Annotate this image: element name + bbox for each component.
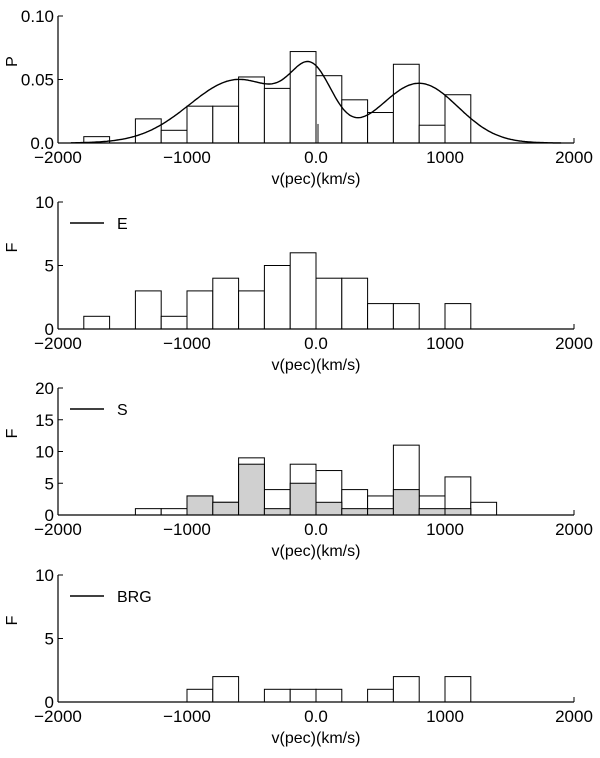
y-tick-label: 0 xyxy=(45,320,54,339)
histogram-bar xyxy=(238,290,265,330)
x-tick-label: −2000 xyxy=(34,520,82,539)
x-tick-label: 2000 xyxy=(555,707,593,726)
histogram-bar-subset xyxy=(289,482,317,516)
y-tick-label: 0.10 xyxy=(21,7,54,26)
histogram-bar xyxy=(392,676,420,703)
histogram-bar xyxy=(160,129,188,144)
x-axis-label: v(pec)(km/s) xyxy=(272,543,361,560)
y-tick-label: 10 xyxy=(35,193,54,212)
histogram-bar xyxy=(160,315,188,330)
y-tick-label: 20 xyxy=(35,379,54,398)
histogram-bar xyxy=(186,688,214,703)
histogram-bar xyxy=(263,87,291,144)
y-tick-label: 0.05 xyxy=(21,71,54,90)
histogram-bar xyxy=(186,105,214,144)
x-tick-label: 2000 xyxy=(555,334,593,353)
x-tick-label: 1000 xyxy=(426,520,464,539)
histogram-bar xyxy=(444,94,472,144)
histogram-bar-subset xyxy=(212,501,240,516)
histogram-bar xyxy=(315,688,343,703)
histogram-bar-subset xyxy=(444,508,472,516)
histogram-bar-subset xyxy=(392,489,420,516)
panel-4: −2000 −1000 0.0 1000 2000 0 5 10 v(pec)(km/s) F BR… xyxy=(4,566,593,747)
histogram-bar xyxy=(444,303,472,330)
y-tick-label: 5 xyxy=(45,630,54,649)
histogram-bar-subset xyxy=(186,495,214,516)
x-axis-label: v(pec)(km/s) xyxy=(272,357,361,374)
y-tick-label: 10 xyxy=(35,566,54,585)
histogram-bar xyxy=(160,508,188,516)
histogram-bar xyxy=(315,277,343,330)
histogram-bar xyxy=(367,303,394,330)
histogram-bar xyxy=(392,63,420,144)
histogram-bar xyxy=(418,124,446,144)
y-axis-label: F xyxy=(4,242,21,252)
x-axis-label: v(pec)(km/s) xyxy=(272,730,361,747)
x-tick-label: 0.0 xyxy=(304,148,328,167)
histogram-bar xyxy=(289,688,317,703)
fit-curve xyxy=(70,60,562,144)
histogram-bar xyxy=(212,676,240,703)
y-tick-label: 5 xyxy=(45,474,54,493)
x-tick-label: 1000 xyxy=(426,334,464,353)
legend-label: E xyxy=(117,216,128,233)
x-tick-label: −1000 xyxy=(163,707,211,726)
x-tick-label: 0.0 xyxy=(304,520,328,539)
histogram-bar xyxy=(289,252,317,330)
histogram-bar xyxy=(186,290,214,330)
histogram-bar-subset xyxy=(238,463,265,516)
y-tick-label: 15 xyxy=(35,411,54,430)
histogram-bar xyxy=(367,112,394,144)
x-axis-label: v(pec)(km/s) xyxy=(272,171,361,188)
x-tick-label: 2000 xyxy=(555,148,593,167)
histogram-bar xyxy=(212,105,240,144)
histogram-bar xyxy=(470,501,498,516)
histogram-bar xyxy=(392,303,420,330)
histogram-bar xyxy=(341,99,369,144)
histogram-bar xyxy=(263,265,291,330)
x-tick-label: 0.0 xyxy=(304,334,328,353)
legend-label: BRG xyxy=(117,589,152,606)
x-tick-label: −2000 xyxy=(34,707,82,726)
x-tick-label: −2000 xyxy=(34,148,82,167)
y-axis-label: F xyxy=(4,615,21,625)
x-tick-label: −1000 xyxy=(163,334,211,353)
x-tick-label: −2000 xyxy=(34,334,82,353)
y-axis-label: P xyxy=(4,56,21,67)
histogram-bar-subset xyxy=(418,508,446,516)
x-tick-label: 1000 xyxy=(426,148,464,167)
x-tick-label: 1000 xyxy=(426,707,464,726)
histogram-bar xyxy=(212,277,240,330)
y-axis-label: F xyxy=(4,428,21,438)
x-tick-label: 2000 xyxy=(555,520,593,539)
histogram-bar-subset xyxy=(263,508,291,516)
histogram-bar xyxy=(134,508,162,516)
panel-1: −2000 −1000 0.0 1000 2000 0.0 0.05 0.10 v(pec)(k… xyxy=(4,7,593,188)
histogram-bar xyxy=(367,688,394,703)
x-tick-label: −1000 xyxy=(163,148,211,167)
y-tick-label: 0.0 xyxy=(30,134,54,153)
histogram-bar xyxy=(341,277,369,330)
histogram-bar-subset xyxy=(367,508,394,516)
y-tick-label: 0 xyxy=(45,693,54,712)
histogram-bar xyxy=(134,290,162,330)
legend-label: S xyxy=(117,402,128,419)
histogram-bar xyxy=(289,51,317,144)
x-tick-label: 0.0 xyxy=(304,707,328,726)
histogram-bar xyxy=(444,676,472,703)
histogram-bar xyxy=(238,76,265,144)
x-tick-label: −1000 xyxy=(163,520,211,539)
histogram-bar-subset xyxy=(341,508,369,516)
y-tick-label: 0 xyxy=(45,506,54,525)
y-tick-label: 10 xyxy=(35,443,54,462)
histogram-bar-subset xyxy=(315,501,343,516)
y-tick-label: 5 xyxy=(45,257,54,276)
panel-2: −2000 −1000 0.0 1000 2000 0 5 10 v(pec)(km/s) F E xyxy=(4,193,593,374)
panel-3: −2000 −1000 0.0 1000 2000 0 5 10 15 20 v(pec)(km/s… xyxy=(4,379,593,560)
histogram-bar xyxy=(263,688,291,703)
histogram-bar xyxy=(83,315,111,330)
